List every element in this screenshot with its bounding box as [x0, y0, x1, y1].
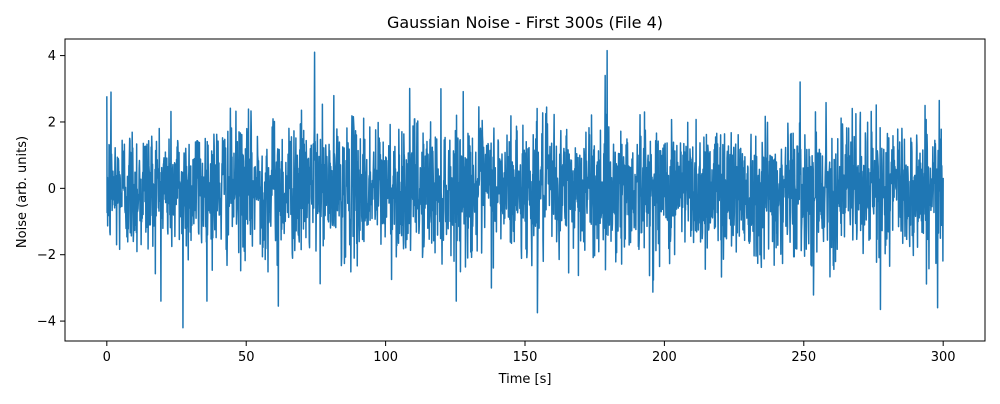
y-tick-label: −2 — [37, 248, 56, 263]
x-tick-label: 200 — [652, 350, 677, 365]
y-tick-label: 0 — [48, 182, 56, 197]
axes-frame — [64, 38, 986, 342]
x-axis-label: Time [s] — [498, 372, 552, 387]
x-axis-ticks: 0 50 100 150 200 250 300 — [103, 341, 956, 365]
y-axis-label: Noise (arb. units) — [15, 136, 30, 248]
noise-series-line-0 — [106, 49, 944, 329]
x-tick-label: 300 — [931, 350, 956, 365]
y-tick-label: 4 — [48, 49, 56, 64]
y-tick-label: −4 — [37, 315, 56, 330]
x-tick-label: 50 — [238, 350, 255, 365]
chart-title: Gaussian Noise - First 300s (File 4) — [387, 13, 663, 32]
x-tick-label: 100 — [373, 350, 398, 365]
x-tick-label: 0 — [103, 350, 111, 365]
x-tick-label: 150 — [513, 350, 538, 365]
y-axis-ticks: −4 −2 0 2 4 — [37, 49, 65, 330]
y-tick-label: 2 — [48, 115, 56, 130]
plot-area — [106, 49, 944, 329]
x-tick-label: 250 — [791, 350, 816, 365]
